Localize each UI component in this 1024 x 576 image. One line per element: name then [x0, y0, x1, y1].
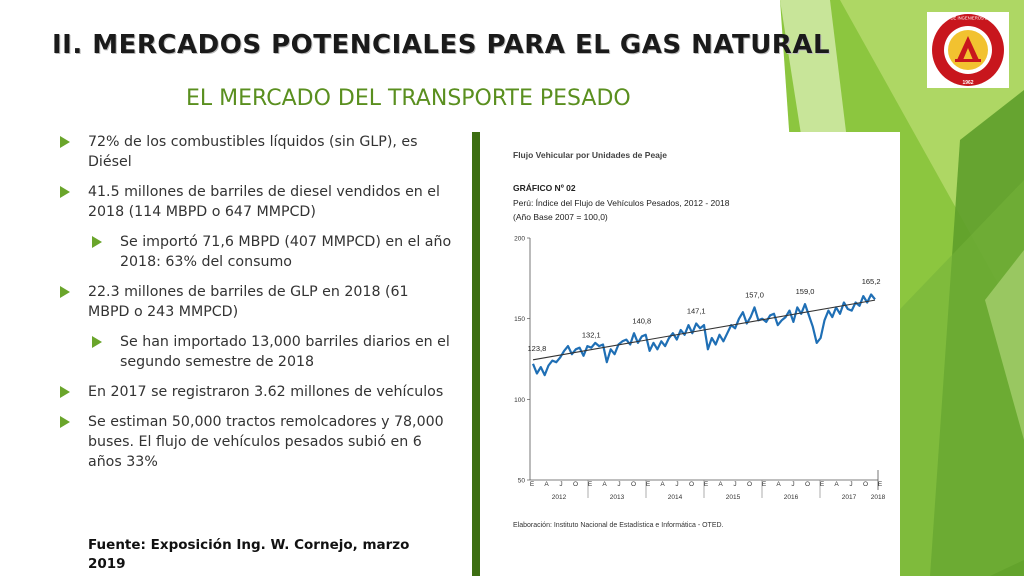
bullet-triangle-icon — [60, 186, 70, 198]
bullet-item: En 2017 se registraron 3.62 millones de … — [60, 382, 452, 402]
chart-frame-edge — [472, 132, 480, 576]
bullet-triangle-icon — [60, 416, 70, 428]
bullet-text: En 2017 se registraron 3.62 millones de … — [88, 384, 444, 400]
bullet-item: 22.3 millones de barriles de GLP en 2018… — [60, 282, 452, 322]
bullet-triangle-icon — [92, 236, 102, 248]
logo-ring-text: COLEGIO DE INGENIEROS DEL PERU — [930, 16, 1005, 21]
bullet-text: Se estiman 50,000 tractos remolcadores y… — [88, 414, 444, 470]
slide-subtitle: EL MERCADO DEL TRANSPORTE PESADO — [186, 86, 631, 111]
bullet-item: Se estiman 50,000 tractos remolcadores y… — [60, 412, 452, 472]
bullet-item: 72% de los combustibles líquidos (sin GL… — [60, 132, 452, 172]
bullet-list: 72% de los combustibles líquidos (sin GL… — [60, 132, 452, 482]
bullet-triangle-icon — [60, 286, 70, 298]
bullet-triangle-icon — [60, 136, 70, 148]
chart-base-note: (Año Base 2007 = 100,0) — [513, 212, 608, 222]
source-note: Fuente: Exposición Ing. W. Cornejo, marz… — [88, 537, 410, 572]
bullet-text: Se han importado 13,000 barriles diarios… — [120, 334, 450, 370]
bullet-text: 72% de los combustibles líquidos (sin GL… — [88, 134, 418, 170]
bullet-triangle-icon — [60, 386, 70, 398]
slide-title: II. MERCADOS POTENCIALES PARA EL GAS NAT… — [52, 30, 831, 60]
chart-title: Perú: Índice del Flujo de Vehículos Pesa… — [513, 198, 730, 208]
bullet-item: Se han importado 13,000 barriles diarios… — [60, 332, 452, 372]
logo-year: 1962 — [962, 80, 973, 86]
colegio-ingenieros-seal-icon: COLEGIO DE INGENIEROS DEL PERU 1962 — [927, 12, 1009, 88]
chart-number: GRÁFICO Nº 02 — [513, 183, 576, 193]
bullet-item: 41.5 millones de barriles de diesel vend… — [60, 182, 452, 222]
bullet-triangle-icon — [92, 336, 102, 348]
chart-footer: Elaboración: Instituto Nacional de Estad… — [513, 522, 724, 529]
chart-section-label: Flujo Vehicular por Unidades de Peaje — [513, 150, 667, 160]
bullet-text: 22.3 millones de barriles de GLP en 2018… — [88, 284, 409, 320]
bullet-text: Se importó 71,6 MBPD (407 MMPCD) en el a… — [120, 234, 452, 270]
bullet-text: 41.5 millones de barriles de diesel vend… — [88, 184, 440, 220]
bullet-item: Se importó 71,6 MBPD (407 MMPCD) en el a… — [60, 232, 452, 272]
